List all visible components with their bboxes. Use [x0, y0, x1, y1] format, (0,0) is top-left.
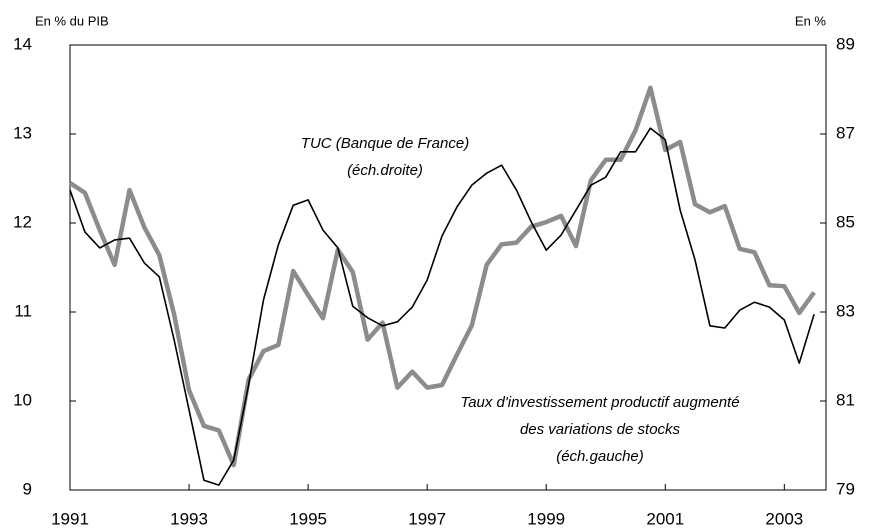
y2-tick-label: 83 [836, 301, 855, 320]
y2-axis-label: En % [795, 13, 827, 28]
y2-tick-label: 81 [836, 390, 855, 409]
x-tick-label: 1991 [51, 509, 89, 528]
x-tick-label: 1995 [289, 509, 327, 528]
y-tick-label: 12 [13, 212, 32, 231]
y2-tick-label: 87 [836, 123, 855, 142]
annotation: Taux d'investissement productif augmenté [460, 394, 739, 411]
plot-frame [69, 44, 827, 491]
x-tick-label: 1993 [170, 509, 208, 528]
annotation: TUC (Banque de France) [301, 135, 469, 152]
y2-tick-label: 79 [836, 479, 855, 498]
y-axis-label: En % du PIB [35, 13, 109, 28]
series-line [69, 127, 815, 486]
x-tick-label: 1997 [408, 509, 446, 528]
annotation: (éch.droite) [347, 162, 423, 179]
y-tick-label: 10 [13, 390, 32, 409]
y-tick-label: 9 [23, 479, 32, 498]
x-tick-label: 2003 [765, 509, 803, 528]
y2-tick-label: 89 [836, 34, 855, 53]
annotation: des variations de stocks [520, 421, 681, 438]
series-line [68, 85, 816, 468]
y-tick-label: 14 [13, 34, 32, 53]
annotation: (éch.gauche) [556, 448, 644, 465]
x-tick-label: 2001 [646, 509, 684, 528]
x-tick-label: 1999 [527, 509, 565, 528]
y-tick-label: 11 [14, 301, 32, 320]
y2-tick-label: 85 [836, 212, 855, 231]
y-tick-label: 13 [13, 123, 32, 142]
